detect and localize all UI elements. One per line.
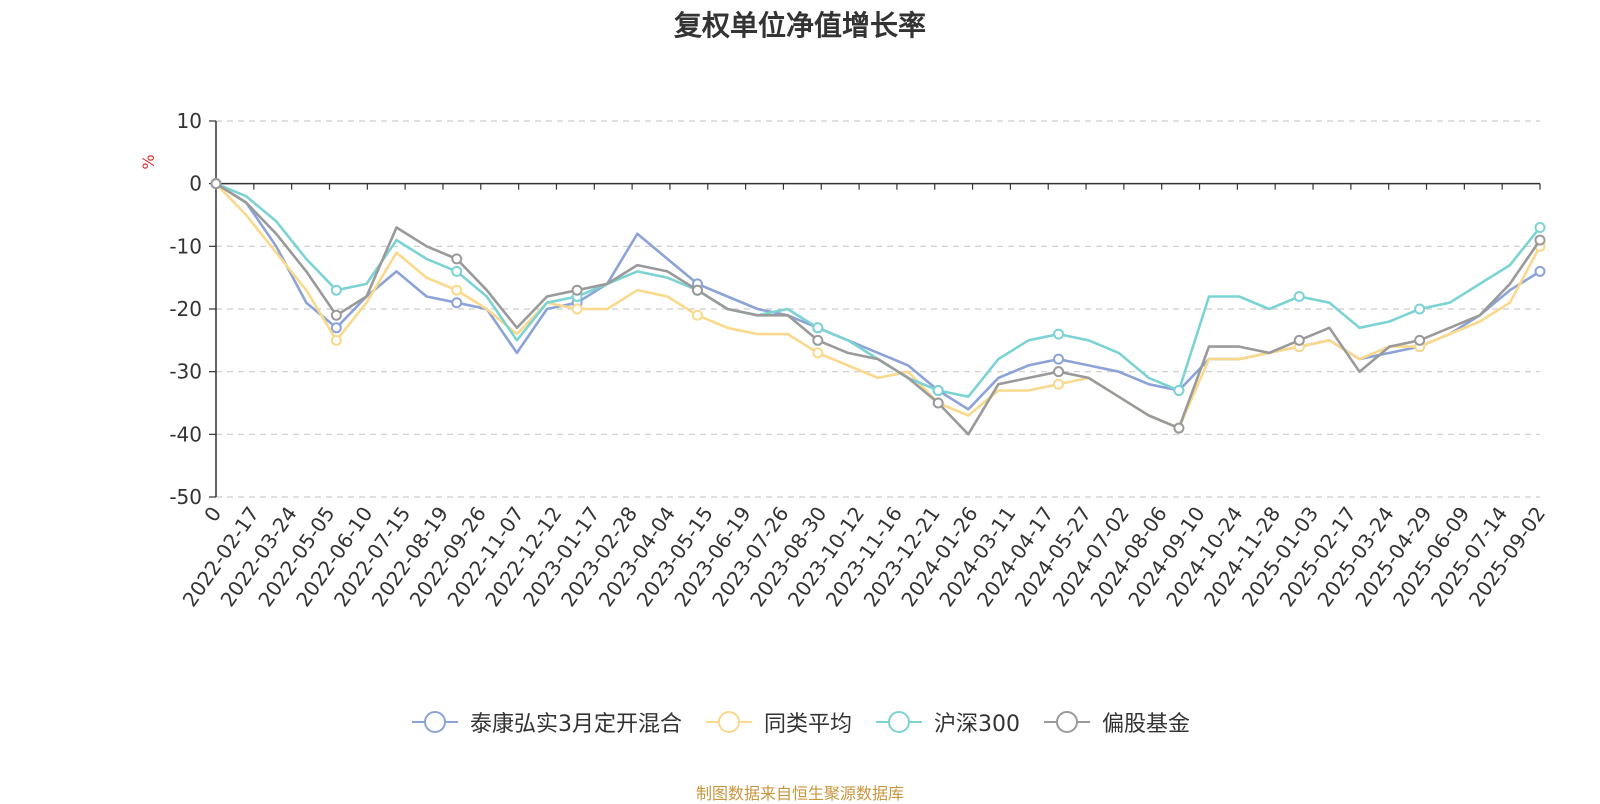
chart-title: 复权单位净值增长率 bbox=[673, 9, 926, 42]
series-line bbox=[215, 182, 1542, 430]
data-point bbox=[1053, 378, 1065, 390]
y-tick-label: 0 bbox=[189, 172, 202, 196]
data-point bbox=[1414, 334, 1426, 346]
series-2 bbox=[210, 178, 1546, 434]
data-point bbox=[1173, 384, 1185, 396]
y-tick-label: -20 bbox=[169, 297, 202, 321]
data-point bbox=[1053, 328, 1065, 340]
x-tick-label: 0 bbox=[199, 502, 226, 526]
series-line bbox=[215, 182, 1541, 411]
data-point bbox=[330, 309, 342, 321]
data-point bbox=[1534, 222, 1546, 234]
x-axis-ticks: 02022-02-172022-03-242022-05-052022-06-1… bbox=[178, 183, 1550, 611]
y-axis-ticks: 10 0 -10 -20 -30 -40 -50 bbox=[169, 109, 216, 509]
data-point bbox=[1414, 303, 1426, 315]
data-point bbox=[330, 284, 342, 296]
data-point bbox=[571, 284, 583, 296]
data-point bbox=[1053, 366, 1065, 378]
data-point bbox=[330, 322, 342, 334]
y-axis-label: % bbox=[139, 154, 158, 169]
y-tick-label: -40 bbox=[169, 422, 202, 446]
series-3 bbox=[210, 178, 1546, 398]
series-lines bbox=[210, 178, 1546, 436]
data-point bbox=[451, 253, 463, 265]
data-point bbox=[571, 303, 583, 315]
line-chart: 10 0 -10 -20 -30 -40 -50 02022-02-172022-03-24… bbox=[139, 109, 1550, 611]
source-note: 制图数据来自恒生聚源数据库 bbox=[695, 784, 904, 803]
data-point bbox=[1293, 290, 1305, 302]
data-point bbox=[691, 284, 703, 296]
y-tick-label: -50 bbox=[169, 485, 202, 509]
legend-label: 沪深300 bbox=[934, 712, 1020, 737]
series-1 bbox=[210, 178, 1546, 411]
legend-item[interactable]: 沪深300 bbox=[874, 706, 1020, 738]
data-point bbox=[451, 265, 463, 277]
legend-item[interactable]: 同类平均 bbox=[704, 706, 852, 738]
grid-lines bbox=[216, 120, 1540, 498]
legend-marker-icon bbox=[411, 711, 458, 733]
y-tick-label: -30 bbox=[169, 360, 202, 384]
y-tick-label: 10 bbox=[177, 109, 202, 133]
series-line bbox=[215, 182, 1542, 436]
legend-marker-icon bbox=[705, 711, 752, 733]
legend-marker-icon bbox=[1044, 711, 1090, 733]
data-point bbox=[210, 178, 222, 190]
data-point bbox=[812, 334, 824, 346]
data-point bbox=[1293, 334, 1305, 346]
series-4 bbox=[210, 178, 1546, 436]
legend-label: 同类平均 bbox=[763, 712, 852, 737]
legend: 泰康弘实3月定开混合 同类平均 沪深300 偏股基金 bbox=[0, 706, 1600, 738]
data-point bbox=[330, 334, 342, 346]
data-point bbox=[1173, 422, 1185, 434]
data-point bbox=[932, 384, 944, 396]
data-point bbox=[932, 397, 944, 409]
data-point bbox=[1534, 265, 1546, 277]
y-tick-label: -10 bbox=[169, 234, 202, 258]
data-point bbox=[812, 347, 824, 359]
legend-item[interactable]: 偏股基金 bbox=[1042, 706, 1190, 738]
legend-marker-icon bbox=[876, 711, 922, 733]
data-point bbox=[451, 284, 463, 296]
data-point bbox=[451, 297, 463, 309]
data-point bbox=[691, 309, 703, 321]
series-line bbox=[215, 182, 1542, 398]
data-point bbox=[1053, 353, 1065, 365]
legend-item[interactable]: 泰康弘实3月定开混合 bbox=[410, 706, 682, 738]
legend-label: 泰康弘实3月定开混合 bbox=[469, 712, 682, 737]
legend-label: 偏股基金 bbox=[1102, 712, 1191, 737]
data-point bbox=[1534, 234, 1546, 246]
data-point bbox=[812, 322, 824, 334]
